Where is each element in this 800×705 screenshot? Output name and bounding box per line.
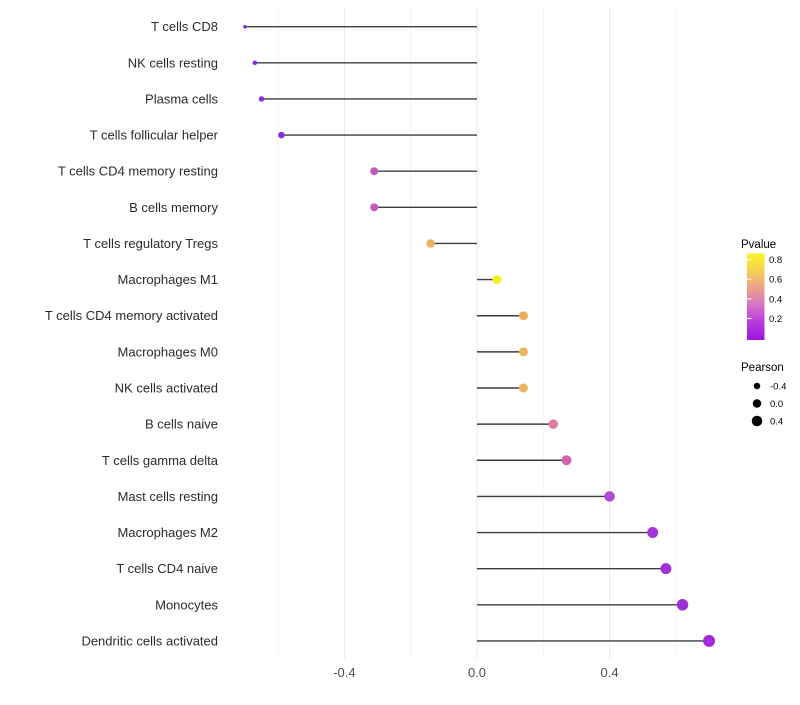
dot-macrophages-m2 [647,527,659,539]
dot-t-cells-cd4-memory-activated [518,311,528,321]
pvalue-gradient-bar [747,253,765,340]
dot-mast-cells-resting [604,491,615,502]
pvalue-legend-title: Pvalue [741,239,776,251]
y-label-macrophages-m2: Macrophages M2 [118,525,218,540]
dot-plasma-cells [258,96,265,102]
y-label-macrophages-m1: Macrophages M1 [118,272,218,287]
x-tick-label: -0.4 [333,665,355,680]
pearson-legend-title: Pearson [741,362,784,374]
y-label-t-cells-cd4-memory-resting: T cells CD4 memory resting [58,164,218,179]
pearson-legend-items: -0.4 0.0 0.4 [751,382,786,428]
pvalue-tick-label: 0.4 [769,294,782,305]
dot-t-cells-cd8 [243,24,247,29]
y-label-t-cells-gamma-delta: T cells gamma delta [102,453,219,468]
y-label-b-cells-naive: B cells naive [145,417,218,432]
pvalue-tick-label: 0.6 [769,275,782,286]
dot-monocytes [676,599,689,611]
pearson-size-dot [752,399,762,408]
x-axis-labels: -0.4 0.0 0.4 [333,665,618,680]
pearson-size-dot [751,415,763,427]
y-label-b-cells-memory: B cells memory [129,200,218,215]
y-label-t-cells-follicular-helper: T cells follicular helper [90,128,219,143]
lollipop-dots [243,24,716,647]
pearson-size-label: 0.0 [770,399,783,410]
pearson-size-label: 0.4 [770,417,783,428]
x-tick-label: 0.0 [468,665,486,680]
dot-macrophages-m0 [518,347,528,357]
y-label-t-cells-regulatory-tregs: T cells regulatory Tregs [83,236,218,251]
pvalue-tick-label: 0.2 [769,314,782,325]
pearson-size-dot [753,382,761,390]
dot-nk-cells-activated [518,383,528,393]
pvalue-legend: Pvalue 0.8 0.6 0.4 0.2 [741,239,782,340]
y-label-monocytes: Monocytes [155,597,218,612]
x-tick-label: 0.4 [601,665,619,680]
y-label-dendritic-cells-activated: Dendritic cells activated [81,633,218,648]
dot-dendritic-cells-activated [703,634,716,647]
y-axis-labels: T cells CD8 NK cells resting Plasma cells T… [45,19,219,648]
dot-b-cells-naive [548,419,558,429]
y-label-plasma-cells: Plasma cells [145,91,218,106]
y-label-t-cells-cd4-memory-activated: T cells CD4 memory activated [45,308,218,323]
dot-t-cells-gamma-delta [561,455,572,466]
dot-nk-cells-resting [252,60,258,66]
lollipop-stems [244,26,710,642]
y-label-nk-cells-resting: NK cells resting [128,55,218,70]
pearson-size-label: -0.4 [770,382,786,393]
dot-t-cells-follicular-helper [278,131,285,139]
dot-t-cells-regulatory-tregs [426,239,435,248]
gridlines [277,8,677,659]
dot-t-cells-cd4-naive [660,563,672,575]
y-label-t-cells-cd8: T cells CD8 [151,19,218,34]
y-label-nk-cells-activated: NK cells activated [115,381,218,396]
dot-macrophages-m1 [492,275,502,285]
pvalue-legend-ticks: 0.8 0.6 0.4 0.2 [747,255,782,325]
y-label-t-cells-cd4-naive: T cells CD4 naive [116,561,218,576]
pvalue-tick-label: 0.8 [769,255,782,266]
pearson-legend: Pearson -0.4 0.0 0.4 [741,362,786,428]
y-label-mast-cells-resting: Mast cells resting [118,489,218,504]
y-label-macrophages-m0: Macrophages M0 [118,344,218,359]
dot-t-cells-cd4-memory-resting [370,167,379,176]
dot-b-cells-memory [370,203,379,212]
